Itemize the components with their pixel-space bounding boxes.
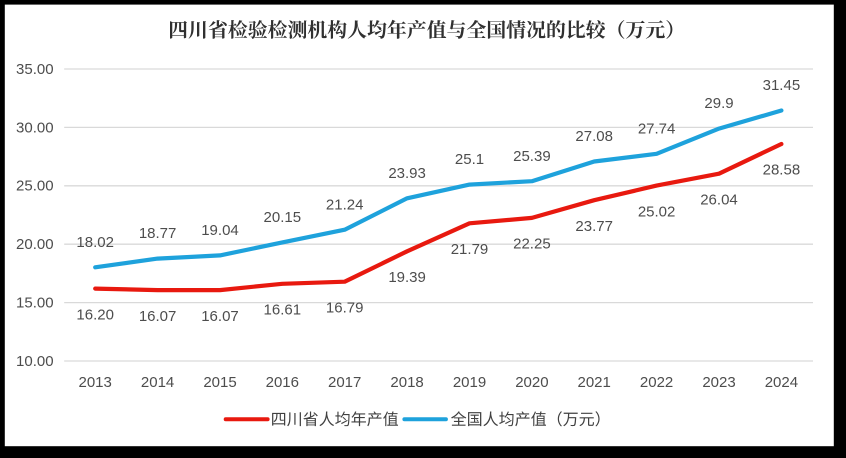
svg-text:2021: 2021 <box>578 374 611 391</box>
svg-text:25.02: 25.02 <box>638 203 676 220</box>
svg-text:10.00: 10.00 <box>16 353 54 370</box>
svg-text:26.04: 26.04 <box>700 191 738 208</box>
svg-text:18.02: 18.02 <box>76 234 114 251</box>
svg-text:27.74: 27.74 <box>638 120 676 137</box>
svg-text:16.61: 16.61 <box>264 302 302 319</box>
svg-text:31.45: 31.45 <box>763 77 801 94</box>
svg-text:2018: 2018 <box>390 374 423 391</box>
svg-text:21.24: 21.24 <box>326 196 364 213</box>
svg-text:2016: 2016 <box>266 374 299 391</box>
svg-text:20.15: 20.15 <box>264 209 302 226</box>
svg-text:2015: 2015 <box>203 374 236 391</box>
svg-text:2020: 2020 <box>515 374 548 391</box>
svg-text:23.93: 23.93 <box>388 165 426 182</box>
svg-text:21.79: 21.79 <box>451 241 489 258</box>
svg-text:16.07: 16.07 <box>139 308 177 325</box>
svg-text:29.9: 29.9 <box>704 95 733 112</box>
svg-text:22.25: 22.25 <box>513 236 551 253</box>
svg-text:27.08: 27.08 <box>575 128 613 145</box>
svg-text:15.00: 15.00 <box>16 295 54 312</box>
svg-text:25.1: 25.1 <box>455 151 484 168</box>
svg-text:35.00: 35.00 <box>16 61 54 78</box>
svg-text:16.20: 16.20 <box>76 306 114 323</box>
svg-text:25.39: 25.39 <box>513 148 551 165</box>
svg-text:19.39: 19.39 <box>388 269 426 286</box>
svg-text:2024: 2024 <box>765 374 798 391</box>
svg-text:19.04: 19.04 <box>201 222 239 239</box>
svg-text:2019: 2019 <box>453 374 486 391</box>
svg-text:2022: 2022 <box>640 374 673 391</box>
svg-text:2023: 2023 <box>702 374 735 391</box>
svg-text:2014: 2014 <box>141 374 174 391</box>
svg-text:16.07: 16.07 <box>201 308 239 325</box>
svg-text:20.00: 20.00 <box>16 236 54 253</box>
svg-text:2017: 2017 <box>328 374 361 391</box>
svg-text:18.77: 18.77 <box>139 225 177 242</box>
svg-text:23.77: 23.77 <box>575 218 613 235</box>
svg-text:2013: 2013 <box>79 374 112 391</box>
svg-text:28.58: 28.58 <box>763 162 801 179</box>
svg-text:30.00: 30.00 <box>16 119 54 136</box>
svg-text:25.00: 25.00 <box>16 178 54 195</box>
svg-text:16.79: 16.79 <box>326 299 364 316</box>
